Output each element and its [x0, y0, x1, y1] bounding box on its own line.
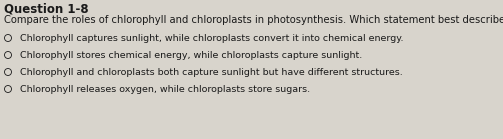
- Text: Chlorophyll and chloroplasts both capture sunlight but have different structures: Chlorophyll and chloroplasts both captur…: [20, 68, 403, 77]
- Text: Chlorophyll stores chemical energy, while chloroplasts capture sunlight.: Chlorophyll stores chemical energy, whil…: [20, 51, 362, 60]
- Text: Question 1-8: Question 1-8: [4, 3, 89, 16]
- Text: Compare the roles of chlorophyll and chloroplasts in photosynthesis. Which state: Compare the roles of chlorophyll and chl…: [4, 15, 503, 25]
- Text: Chlorophyll captures sunlight, while chloroplasts convert it into chemical energ: Chlorophyll captures sunlight, while chl…: [20, 34, 403, 43]
- Text: Chlorophyll releases oxygen, while chloroplasts store sugars.: Chlorophyll releases oxygen, while chlor…: [20, 85, 310, 94]
